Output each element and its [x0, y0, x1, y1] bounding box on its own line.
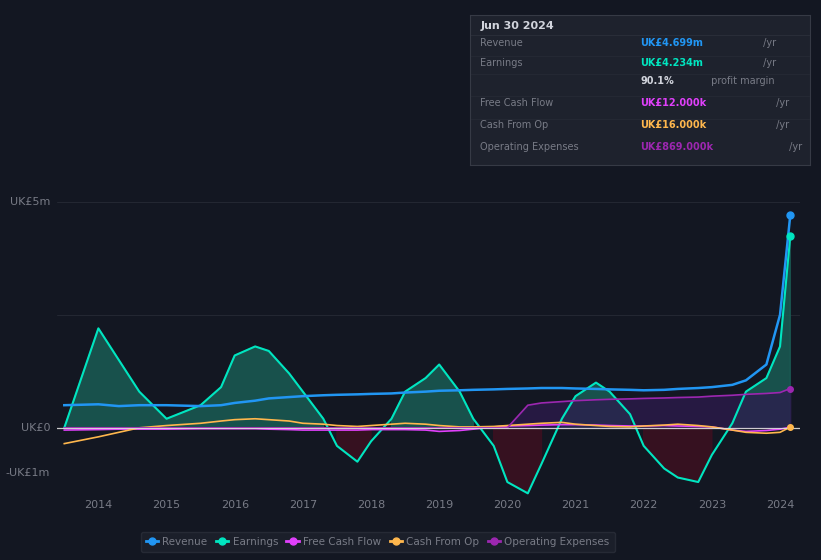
Legend: Revenue, Earnings, Free Cash Flow, Cash From Op, Operating Expenses: Revenue, Earnings, Free Cash Flow, Cash …: [140, 531, 615, 552]
Text: /yr: /yr: [759, 58, 776, 68]
Text: Operating Expenses: Operating Expenses: [480, 142, 579, 152]
Text: profit margin: profit margin: [708, 77, 775, 86]
Text: Cash From Op: Cash From Op: [480, 120, 548, 130]
Text: Revenue: Revenue: [480, 38, 523, 48]
Text: -UK£1m: -UK£1m: [6, 468, 50, 478]
Text: UK£4.699m: UK£4.699m: [640, 38, 703, 48]
Text: Earnings: Earnings: [480, 58, 523, 68]
Text: 90.1%: 90.1%: [640, 77, 674, 86]
Text: UK£0: UK£0: [21, 423, 50, 433]
Text: Free Cash Flow: Free Cash Flow: [480, 97, 553, 108]
Text: /yr: /yr: [759, 38, 776, 48]
Text: UK£4.234m: UK£4.234m: [640, 58, 703, 68]
Text: UK£16.000k: UK£16.000k: [640, 120, 706, 130]
Text: /yr: /yr: [773, 120, 789, 130]
Text: UK£12.000k: UK£12.000k: [640, 97, 706, 108]
Text: /yr: /yr: [773, 97, 789, 108]
Text: UK£869.000k: UK£869.000k: [640, 142, 713, 152]
Text: Jun 30 2024: Jun 30 2024: [480, 21, 554, 31]
Text: /yr: /yr: [786, 142, 801, 152]
Text: UK£5m: UK£5m: [10, 197, 50, 207]
